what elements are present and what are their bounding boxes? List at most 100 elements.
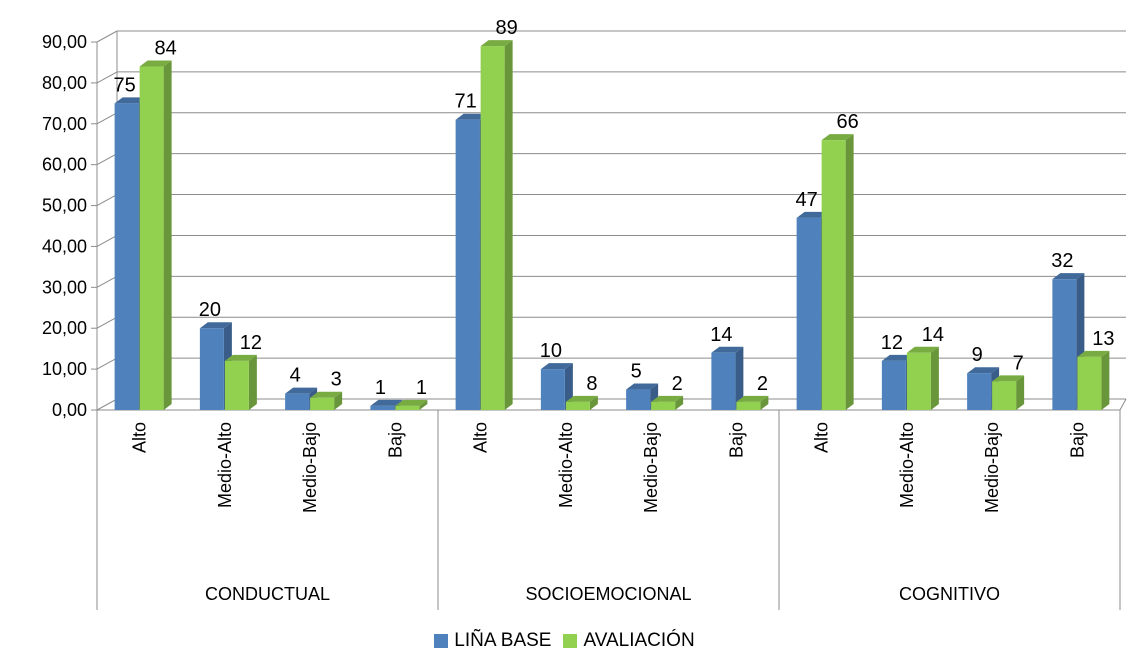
- legend-item-series-1: LIÑA BASE: [434, 630, 551, 652]
- bar: [906, 352, 931, 410]
- x-category-label: Alto: [471, 422, 491, 453]
- data-label: 89: [496, 17, 518, 39]
- data-label: 4: [290, 365, 301, 387]
- bar: [310, 397, 335, 410]
- bar: [565, 401, 590, 410]
- gridline-depth: [96, 71, 118, 84]
- y-tick-label: 60,00: [42, 155, 87, 175]
- x-category-label: Medio-Alto: [897, 422, 917, 508]
- x-group-label: COGNITIVO: [899, 584, 1000, 604]
- bar: [540, 369, 565, 410]
- data-label: 2: [757, 373, 768, 395]
- bar-side: [1101, 350, 1110, 410]
- bar: [1052, 279, 1077, 410]
- y-tick-label: 70,00: [42, 114, 87, 134]
- bar: [224, 360, 249, 410]
- bar-top: [199, 322, 232, 329]
- bar: [967, 373, 992, 410]
- bar-top: [736, 395, 769, 402]
- legend-swatch-series-1: [434, 634, 449, 648]
- y-tick-label: 10,00: [42, 359, 87, 379]
- bar-top: [992, 375, 1025, 382]
- bar-top: [565, 395, 598, 402]
- x-category-label: Alto: [812, 422, 832, 453]
- bar-top: [906, 346, 939, 353]
- gridline-depth: [96, 357, 118, 370]
- legend-swatch-series-2: [563, 634, 578, 648]
- x-category-label: Bajo: [726, 422, 746, 458]
- data-label: 71: [455, 91, 477, 113]
- bar-top: [967, 367, 1000, 374]
- bar-top: [114, 97, 147, 104]
- legend-label-series-1: LIÑA BASE: [454, 630, 552, 651]
- bar-top: [285, 387, 318, 394]
- bar-side: [1016, 375, 1025, 410]
- bar-side: [163, 60, 172, 411]
- bar-side: [845, 134, 854, 410]
- bar-top: [139, 60, 172, 67]
- gridline-depth: [96, 30, 118, 43]
- bar-side: [248, 354, 257, 410]
- data-label: 5: [631, 361, 642, 383]
- x-category-label: Alto: [130, 422, 150, 453]
- legend-label-series-2: AVALIACIÓN: [583, 630, 695, 651]
- y-tick-label: 0,00: [52, 400, 87, 420]
- bar-top: [796, 211, 829, 218]
- data-label: 12: [240, 332, 262, 354]
- bar: [736, 401, 761, 410]
- data-label: 66: [837, 111, 859, 133]
- bar-side: [504, 40, 513, 410]
- data-label: 20: [199, 299, 221, 321]
- data-label: 84: [155, 38, 177, 60]
- bar-top: [395, 399, 428, 406]
- bar: [651, 401, 676, 410]
- bar: [395, 405, 420, 410]
- x-category-label: Medio-Bajo: [982, 422, 1002, 513]
- bar-side: [735, 346, 744, 410]
- bar-top: [224, 354, 257, 361]
- bar-top: [1077, 350, 1110, 357]
- gridline-depth: [96, 275, 118, 288]
- data-label: 7: [1013, 352, 1024, 374]
- bar: [114, 103, 139, 410]
- y-tick-label: 90,00: [42, 32, 87, 52]
- x-category-label: Medio-Bajo: [300, 422, 320, 513]
- x-category-label: Bajo: [1067, 422, 1087, 458]
- bar-top: [480, 40, 513, 47]
- chart: 0,00 10,00 20,00 30,00 40,00 50,00 60,00 70,00 8…: [42, 17, 1127, 610]
- x-group-label: CONDUCTUAL: [205, 584, 330, 604]
- bar: [455, 119, 480, 410]
- bar-side: [930, 346, 939, 410]
- bar-side: [419, 399, 428, 410]
- y-tick-label: 40,00: [42, 236, 87, 256]
- bar: [370, 405, 395, 410]
- x-category-label: Bajo: [385, 422, 405, 458]
- bar-side: [760, 395, 769, 410]
- bar-top: [651, 395, 684, 402]
- data-label: 2: [672, 373, 683, 395]
- bar-top: [626, 383, 659, 390]
- bar-top: [881, 354, 914, 361]
- bar-side: [334, 391, 343, 410]
- data-label: 1: [375, 377, 386, 399]
- data-label: 1: [416, 377, 427, 399]
- x-group-label: SOCIOEMOCIONAL: [525, 584, 691, 604]
- gridline-depth: [96, 153, 118, 166]
- data-label: 9: [972, 344, 983, 366]
- bar: [992, 381, 1017, 410]
- bar-side: [589, 395, 598, 410]
- gridline-depth: [96, 235, 118, 247]
- bar-top: [455, 113, 488, 120]
- bar: [711, 352, 736, 410]
- x-category-label: Medio-Alto: [215, 422, 235, 508]
- bar: [1077, 356, 1102, 410]
- y-tick-label: 30,00: [42, 277, 87, 297]
- bar: [796, 217, 821, 410]
- bar: [199, 328, 224, 410]
- bar-top: [1052, 273, 1085, 280]
- data-label: 14: [922, 324, 944, 346]
- gridline-depth: [96, 316, 118, 329]
- y-tick-label: 20,00: [42, 318, 87, 338]
- data-label: 12: [881, 332, 903, 354]
- data-label: 47: [796, 189, 818, 211]
